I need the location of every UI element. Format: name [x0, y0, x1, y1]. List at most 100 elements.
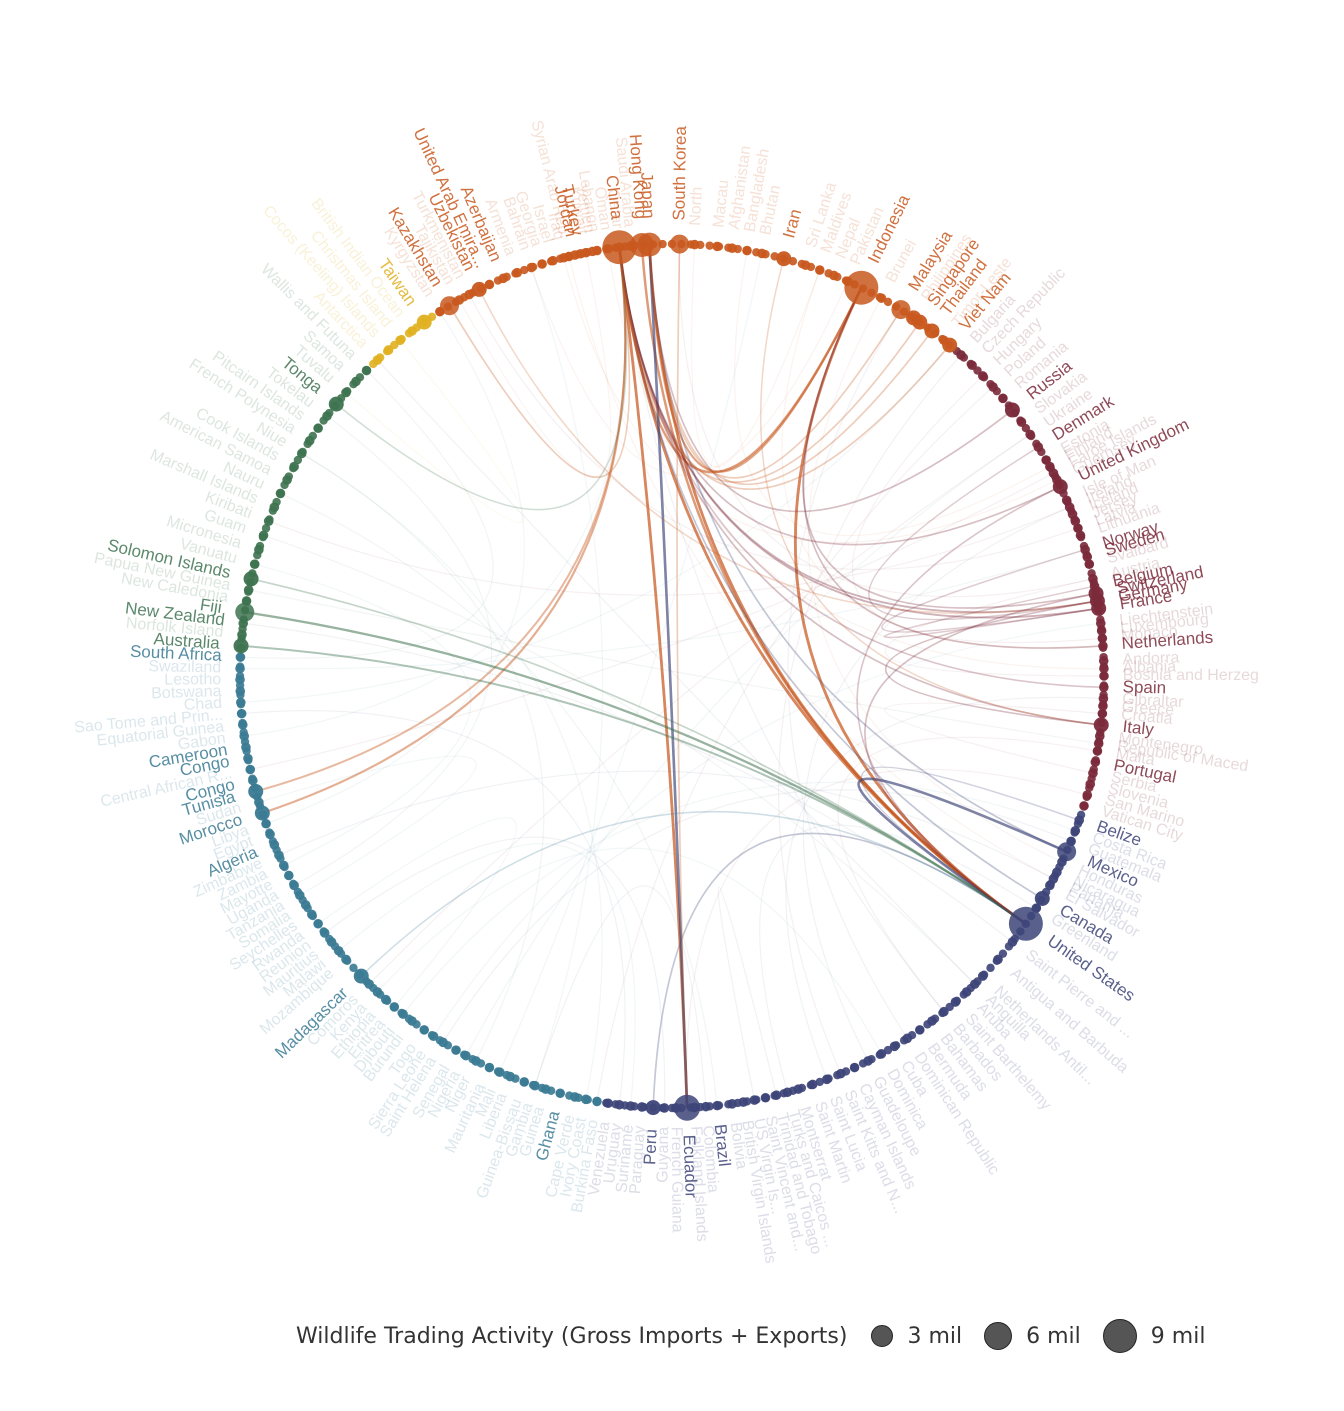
- node-canada[interactable]: [1034, 890, 1050, 906]
- node-iran[interactable]: [776, 251, 792, 267]
- node-uganda[interactable]: [289, 880, 299, 891]
- node-montserrat[interactable]: [793, 1084, 804, 1094]
- node-poland[interactable]: [988, 382, 998, 392]
- node-fiji[interactable]: [235, 602, 255, 622]
- node-rwanda[interactable]: [313, 918, 323, 929]
- node-ivory-coast[interactable]: [581, 1094, 591, 1105]
- node-sweden[interactable]: [1082, 552, 1093, 562]
- node-kazakhstan[interactable]: [440, 296, 460, 316]
- node-bermuda[interactable]: [914, 1025, 925, 1035]
- node-armenia[interactable]: [512, 267, 522, 278]
- node-tuvalu[interactable]: [341, 387, 351, 398]
- node-japan[interactable]: [637, 232, 662, 257]
- node-hungary[interactable]: [977, 371, 988, 381]
- node-brunei[interactable]: [876, 293, 887, 303]
- node-turkmenistan[interactable]: [464, 289, 474, 300]
- node-samoa[interactable]: [351, 376, 361, 387]
- node-viet-nam[interactable]: [942, 337, 958, 353]
- node-guinea[interactable]: [540, 1084, 551, 1094]
- node-british-indian-ocean[interactable]: [407, 326, 417, 336]
- node-mauritania[interactable]: [484, 1062, 495, 1073]
- node-bahamas[interactable]: [927, 1016, 937, 1026]
- node-south-africa[interactable]: [235, 652, 246, 662]
- node-andorra[interactable]: [1098, 656, 1109, 666]
- node-libya[interactable]: [261, 818, 271, 829]
- node-azerbaijan[interactable]: [498, 273, 509, 284]
- node-turkey[interactable]: [575, 248, 586, 259]
- node-spain[interactable]: [1099, 682, 1109, 693]
- node-malawi[interactable]: [333, 945, 344, 956]
- node-equatorial-guinea[interactable]: [237, 720, 248, 730]
- node-mozambique[interactable]: [341, 954, 351, 965]
- node-north[interactable]: [689, 239, 700, 250]
- node-burundi[interactable]: [407, 1016, 417, 1026]
- node-south-korea[interactable]: [670, 234, 690, 254]
- node-romania[interactable]: [998, 393, 1008, 404]
- node-turks-and-caicos-[interactable]: [782, 1087, 793, 1098]
- node-luxembourg[interactable]: [1096, 626, 1107, 636]
- node-us-virgin-is-[interactable]: [749, 1095, 760, 1105]
- node-reunion[interactable]: [319, 928, 330, 938]
- node-anguilla[interactable]: [969, 979, 980, 989]
- node-french-polynesia[interactable]: [304, 435, 315, 446]
- node-croatia[interactable]: [1097, 708, 1108, 719]
- node-guadeloupe[interactable]: [863, 1056, 873, 1066]
- node-portugal[interactable]: [1090, 757, 1101, 767]
- node-albania[interactable]: [1099, 663, 1109, 674]
- node-republic-of-maced[interactable]: [1093, 738, 1104, 749]
- node-macau[interactable]: [712, 241, 722, 252]
- node-egypt[interactable]: [265, 829, 275, 840]
- node-netherlands-antil-[interactable]: [977, 971, 988, 981]
- node-saudi-arabia[interactable]: [625, 241, 636, 251]
- node-united-states[interactable]: [1008, 906, 1043, 941]
- node-marshall-islands[interactable]: [269, 502, 280, 513]
- node-monaco[interactable]: [1097, 633, 1108, 644]
- node-paraguay[interactable]: [637, 1102, 647, 1112]
- node-zimbabwe[interactable]: [274, 850, 284, 860]
- node-guyana[interactable]: [659, 1103, 670, 1113]
- node-costa-rica[interactable]: [1070, 826, 1081, 836]
- node-swaziland[interactable]: [235, 663, 245, 674]
- node-norfolk-island[interactable]: [237, 629, 247, 640]
- node-slovenia[interactable]: [1085, 779, 1096, 789]
- node-ghana[interactable]: [555, 1088, 565, 1099]
- node-kenya[interactable]: [372, 987, 383, 997]
- node-cayman-islands[interactable]: [849, 1062, 860, 1073]
- node-greece[interactable]: [1098, 701, 1108, 711]
- node-indonesia[interactable]: [844, 270, 879, 305]
- node-botswana[interactable]: [235, 686, 246, 696]
- node-chad[interactable]: [236, 697, 246, 708]
- node-uzbekistan[interactable]: [471, 281, 487, 297]
- node-georgia[interactable]: [537, 259, 547, 269]
- node-thailand[interactable]: [924, 323, 940, 339]
- node-vanuatu[interactable]: [249, 559, 260, 569]
- node-yemen[interactable]: [587, 246, 598, 257]
- node-kiribati[interactable]: [263, 516, 274, 526]
- node-norway[interactable]: [1080, 544, 1090, 555]
- node-liberia[interactable]: [505, 1071, 515, 1082]
- node-sudan[interactable]: [254, 797, 264, 808]
- node-colombia[interactable]: [701, 1101, 711, 1112]
- node-cook-islands[interactable]: [289, 461, 299, 472]
- node-mexico[interactable]: [1057, 842, 1077, 862]
- node-mayotte[interactable]: [284, 870, 294, 881]
- node-dominica[interactable]: [876, 1049, 887, 1059]
- node-gabon[interactable]: [239, 731, 250, 741]
- node-ecuador[interactable]: [674, 1094, 701, 1121]
- node-united-arab-emira-[interactable]: [484, 279, 495, 290]
- node-french-guiana[interactable]: [670, 1103, 681, 1113]
- node-oman[interactable]: [603, 243, 613, 254]
- node-australia[interactable]: [233, 638, 249, 654]
- node-sao-tome-and-prin-[interactable]: [236, 708, 247, 719]
- node-central-african-r-[interactable]: [245, 764, 256, 775]
- node-peru[interactable]: [645, 1100, 661, 1116]
- node-dominican-republic[interactable]: [902, 1033, 913, 1044]
- node-cameroon[interactable]: [241, 742, 251, 753]
- node-solomon-islands[interactable]: [243, 571, 259, 587]
- node-liechtenstein[interactable]: [1095, 618, 1106, 629]
- node-montenegro[interactable]: [1094, 731, 1105, 741]
- node-morocco[interactable]: [254, 805, 270, 821]
- node-france[interactable]: [1091, 600, 1107, 616]
- node-niue[interactable]: [296, 448, 307, 459]
- node-burkina-faso[interactable]: [592, 1096, 602, 1107]
